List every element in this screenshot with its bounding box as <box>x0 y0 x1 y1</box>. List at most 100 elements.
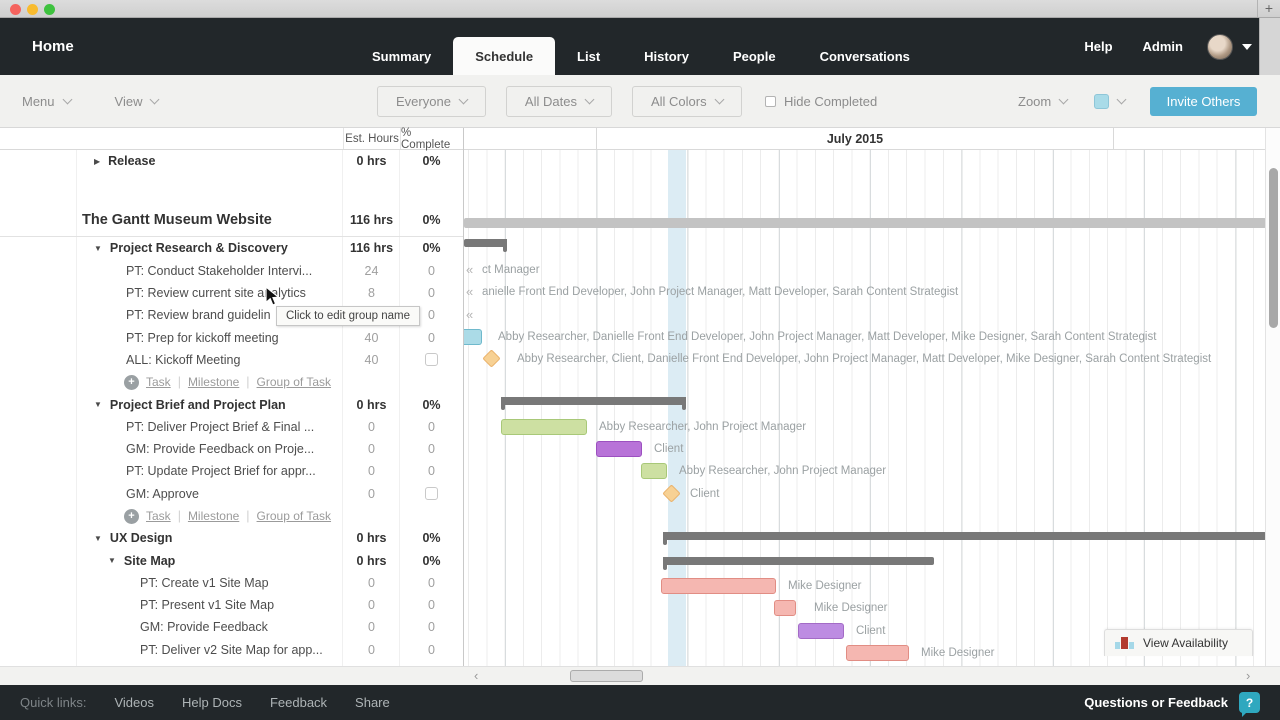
pct-complete-value[interactable]: 0 <box>428 308 435 323</box>
row-label[interactable]: GM: Provide Feedback <box>140 620 268 635</box>
filter-all-colors[interactable]: All Colors <box>631 86 742 117</box>
task-row[interactable]: PT: Review brand guidelin 0 <box>0 304 463 326</box>
horizontal-scrollbar[interactable]: ‹ › <box>0 666 1280 685</box>
add-milestone-link[interactable]: Milestone <box>187 509 240 523</box>
pct-complete-value[interactable] <box>400 353 463 367</box>
user-avatar[interactable] <box>1207 33 1233 60</box>
est-hours-value[interactable]: 0 hrs <box>356 531 387 546</box>
help-chat-icon[interactable]: ? <box>1239 692 1260 717</box>
row-label[interactable]: PT: Review current site analytics <box>126 286 306 301</box>
row-label[interactable]: PT: Conduct Stakeholder Intervi... <box>126 263 313 278</box>
expand-caret-icon[interactable]: ▶ <box>94 156 101 166</box>
footer-link-feedback[interactable]: Feedback <box>269 694 328 710</box>
task-row[interactable]: ALL: Kickoff Meeting 40 <box>0 349 463 371</box>
close-window-icon[interactable] <box>10 4 21 15</box>
group-summary-bar[interactable] <box>501 397 686 410</box>
est-hours-value[interactable]: 24 <box>364 263 379 278</box>
filter-everyone[interactable]: Everyone <box>377 86 486 117</box>
est-hours-value[interactable]: 40 <box>364 330 379 345</box>
invite-others-button[interactable]: Invite Others <box>1150 87 1257 116</box>
footer-link-help-docs[interactable]: Help Docs <box>181 694 242 710</box>
add-task-link[interactable]: Task <box>146 375 171 390</box>
collapse-caret-icon[interactable]: ▼ <box>94 533 102 543</box>
tab-summary[interactable]: Summary <box>372 49 432 64</box>
footer-link-videos[interactable]: Videos <box>114 694 154 710</box>
row-label[interactable]: GM: Approve <box>126 486 199 501</box>
questions-feedback-label[interactable]: Questions or Feedback <box>1084 695 1228 710</box>
row-label[interactable]: PT: Deliver v2 Site Map for app... <box>140 642 323 657</box>
task-row[interactable]: PT: Create v1 Site Map 0 0 <box>0 572 463 594</box>
pct-complete-value[interactable]: 0% <box>422 397 441 412</box>
row-label[interactable]: PT: Present v1 Site Map <box>140 598 275 613</box>
pct-complete-value[interactable]: 0 <box>428 620 435 635</box>
color-swatch-dropdown[interactable] <box>1094 75 1127 128</box>
est-hours-value[interactable]: 0 <box>368 598 375 613</box>
add-row[interactable]: + Task | Milestone | Group of Task <box>0 505 463 527</box>
est-hours-value[interactable]: 116 hrs <box>349 241 394 256</box>
est-hours-value[interactable]: 0 hrs <box>356 397 387 412</box>
est-hours-value[interactable]: 0 hrs <box>356 154 387 169</box>
task-row[interactable]: PT: Present v1 Site Map 0 0 <box>0 594 463 616</box>
menu-dropdown[interactable]: Menu <box>22 94 72 109</box>
project-summary-bar[interactable] <box>464 218 1265 228</box>
est-hours-value[interactable]: 0 <box>368 464 375 479</box>
task-bar[interactable] <box>798 623 844 639</box>
task-row[interactable]: GM: Provide Feedback 0 0 <box>0 616 463 638</box>
account-menu-caret-icon[interactable] <box>1242 43 1252 50</box>
task-row[interactable]: PT: Review current site analytics 8 0 <box>0 282 463 304</box>
task-row[interactable]: PT: Deliver Project Brief & Final ... 0 0 <box>0 416 463 438</box>
minimize-window-icon[interactable] <box>27 4 38 15</box>
pct-complete-value[interactable]: 0 <box>428 263 435 278</box>
pct-complete-value[interactable]: 0 <box>428 598 435 613</box>
checkbox-icon[interactable] <box>765 96 776 107</box>
project-title[interactable]: The Gantt Museum Website <box>82 212 272 229</box>
tab-conversations[interactable]: Conversations <box>819 49 910 64</box>
task-bar[interactable] <box>596 441 642 457</box>
task-bar[interactable] <box>641 463 667 479</box>
footer-link-share[interactable]: Share <box>355 694 390 710</box>
vertical-scrollbar[interactable] <box>1265 128 1280 666</box>
scroll-right-icon[interactable]: › <box>1246 668 1251 683</box>
hide-completed-checkbox[interactable]: Hide Completed <box>765 75 877 128</box>
row-label[interactable]: PT: Update Project Brief for appr... <box>126 464 316 479</box>
home-link[interactable]: Home <box>32 38 74 55</box>
milestone-diamond[interactable] <box>482 349 501 368</box>
row-label[interactable]: PT: Prep for kickoff meeting <box>126 330 279 345</box>
view-dropdown[interactable]: View <box>115 94 160 109</box>
est-hours-value[interactable]: 0 <box>368 575 375 590</box>
group-summary-bar[interactable] <box>663 557 934 570</box>
est-hours-value[interactable]: 0 <box>368 419 375 434</box>
new-tab-button[interactable]: + <box>1257 0 1280 17</box>
pct-complete-value[interactable] <box>400 487 463 501</box>
pct-complete-value[interactable]: 0 <box>428 286 435 301</box>
est-hours-value[interactable]: 8 <box>368 286 375 301</box>
group-row[interactable]: ▼ Site Map 0 hrs 0% <box>0 549 463 571</box>
row-label[interactable]: Site Map <box>123 553 176 568</box>
zoom-window-icon[interactable] <box>44 4 55 15</box>
project-title-row[interactable]: The Gantt Museum Website 116 hrs 0% <box>0 204 463 238</box>
collapse-caret-icon[interactable]: ▼ <box>108 556 116 566</box>
tab-history[interactable]: History <box>644 49 689 64</box>
pct-complete-value[interactable]: 0% <box>422 553 441 568</box>
group-summary-bar[interactable] <box>464 239 507 252</box>
row-label[interactable]: PT: Create v1 Site Map <box>140 575 269 590</box>
est-hours-value[interactable]: 0 <box>368 486 375 501</box>
color-swatch-icon[interactable] <box>1094 94 1109 109</box>
task-bar[interactable] <box>846 645 909 661</box>
zoom-dropdown[interactable]: Zoom <box>1018 75 1069 128</box>
row-label[interactable]: Project Research & Discovery <box>109 241 288 256</box>
pct-complete-value[interactable]: 0 <box>428 464 435 479</box>
scroll-left-icon[interactable]: ‹ <box>474 668 479 683</box>
tab-people[interactable]: People <box>732 49 776 64</box>
pct-complete-value[interactable]: 0 <box>428 419 435 434</box>
add-icon[interactable]: + <box>124 508 139 524</box>
complete-checkbox[interactable] <box>425 487 438 501</box>
row-label[interactable]: GM: Provide Feedback on Proje... <box>126 442 315 457</box>
task-row[interactable]: GM: Provide Feedback on Proje... 0 0 <box>0 438 463 460</box>
task-row[interactable]: GM: Approve 0 <box>0 483 463 505</box>
group-row[interactable]: ▼ Project Brief and Project Plan 0 hrs 0% <box>0 393 463 415</box>
est-hours-value[interactable]: 40 <box>364 352 379 367</box>
tab-schedule[interactable]: Schedule <box>453 37 556 75</box>
task-bar[interactable] <box>774 600 796 616</box>
vertical-scrollbar-thumb[interactable] <box>1269 168 1278 328</box>
